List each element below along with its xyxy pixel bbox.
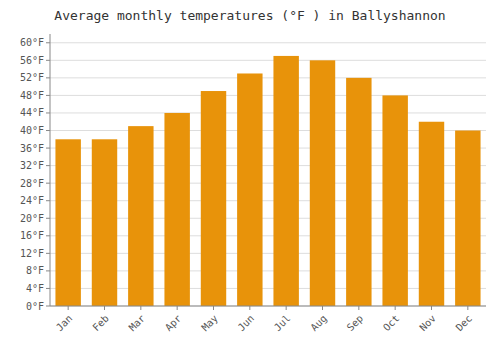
x-tick <box>104 306 105 310</box>
y-tick-label: 44°F <box>20 107 44 118</box>
y-tick <box>46 288 50 289</box>
bar <box>382 95 407 306</box>
y-tick-label: 20°F <box>20 213 44 224</box>
y-tick-label: 52°F <box>20 72 44 83</box>
y-tick-label: 12°F <box>20 248 44 259</box>
y-tick-label: 28°F <box>20 178 44 189</box>
grid-line <box>50 112 486 113</box>
x-tick-label: Jul <box>272 313 293 334</box>
x-axis: Jan Feb Mar Apr May Jun Jul Aug Sep Oct Nov Dec <box>50 306 486 333</box>
y-tick <box>46 165 50 166</box>
x-tick-label: Dec <box>454 313 475 334</box>
y-tick <box>46 218 50 219</box>
y-tick-label: 0°F <box>26 301 44 312</box>
x-tick <box>358 306 359 310</box>
y-tick-label: 4°F <box>26 283 44 294</box>
y-tick <box>46 112 50 113</box>
y-tick-label: 24°F <box>20 195 44 206</box>
grid-line <box>50 60 486 61</box>
x-tick-label: Mar <box>127 313 148 334</box>
bar <box>419 122 444 306</box>
bar <box>346 78 371 306</box>
y-tick-label: 8°F <box>26 265 44 276</box>
x-tick-label: May <box>199 313 220 334</box>
grid <box>50 43 486 306</box>
y-axis-line <box>50 34 51 306</box>
x-tick-label: Aug <box>308 313 329 334</box>
y-tick <box>46 42 50 43</box>
x-tick <box>467 306 468 310</box>
x-tick <box>213 306 214 310</box>
y-tick <box>46 60 50 61</box>
y-tick <box>46 130 50 131</box>
x-tick-label: Feb <box>90 313 111 334</box>
x-tick <box>140 306 141 310</box>
y-tick <box>46 253 50 254</box>
x-tick-label: Jan <box>54 313 75 334</box>
bar <box>92 139 117 306</box>
bars <box>55 56 480 306</box>
chart-container: Average monthly temperatures (°F ) in Ba… <box>0 0 500 350</box>
y-tick <box>46 235 50 236</box>
x-tick-label: Nov <box>417 313 438 334</box>
chart: Average monthly temperatures (°F ) in Ba… <box>0 0 500 350</box>
x-tick-label: Oct <box>381 313 402 334</box>
x-tick-label: Jun <box>236 313 257 334</box>
y-tick <box>46 306 50 307</box>
y-tick <box>46 183 50 184</box>
y-tick <box>46 77 50 78</box>
y-tick <box>46 95 50 96</box>
y-tick-label: 48°F <box>20 90 44 101</box>
y-axis: 0°F 4°F 8°F 12°F 16°F 20°F 24°F 28°F 32°F 36°F 40°… <box>20 34 50 312</box>
y-tick-label: 32°F <box>20 160 44 171</box>
x-tick <box>249 306 250 310</box>
y-tick <box>46 200 50 201</box>
y-tick-label: 40°F <box>20 125 44 136</box>
bar <box>455 131 480 306</box>
x-tick <box>68 306 69 310</box>
bar <box>55 139 80 306</box>
x-tick <box>177 306 178 310</box>
bar <box>164 113 189 306</box>
grid-line <box>50 95 486 96</box>
x-tick <box>431 306 432 310</box>
bar <box>128 126 153 306</box>
title: Average monthly temperatures (°F ) in Ba… <box>54 8 445 23</box>
y-tick-label: 60°F <box>20 37 44 48</box>
grid-line <box>50 77 486 78</box>
y-tick-label: 56°F <box>20 55 44 66</box>
y-tick <box>46 148 50 149</box>
x-tick <box>322 306 323 310</box>
grid-line <box>50 42 486 43</box>
x-tick-label: Sep <box>345 313 366 334</box>
bar <box>273 56 298 306</box>
x-tick-label: Apr <box>163 313 184 334</box>
x-axis-line <box>50 306 486 307</box>
x-tick <box>286 306 287 310</box>
y-tick <box>46 270 50 271</box>
y-tick-label: 16°F <box>20 230 44 241</box>
y-tick-label: 36°F <box>20 143 44 154</box>
grid-line <box>50 306 486 307</box>
bar <box>237 73 262 306</box>
x-tick <box>395 306 396 310</box>
bar <box>201 91 226 306</box>
bar <box>310 60 335 306</box>
